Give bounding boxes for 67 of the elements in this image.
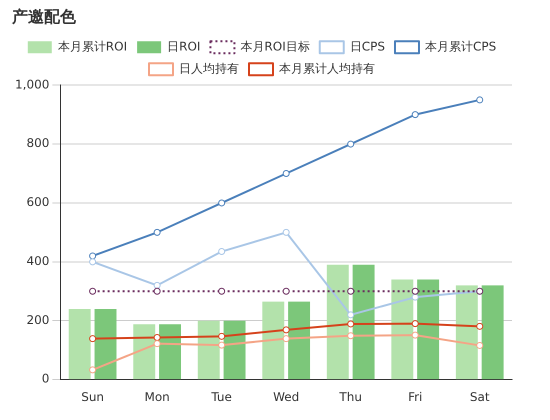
bar — [391, 280, 414, 380]
point — [218, 248, 226, 256]
bar — [94, 308, 116, 380]
legend-label: 本月累计CPS — [424, 39, 496, 54]
point — [218, 342, 226, 349]
point — [282, 335, 290, 342]
point — [89, 258, 96, 266]
legend-label: 本月累计ROI — [58, 39, 128, 54]
point — [412, 332, 419, 339]
x-tick-label: Thu — [338, 390, 362, 404]
y-tick-label: 400 — [26, 254, 50, 268]
point — [412, 111, 419, 118]
x-tick-label: Mon — [144, 390, 170, 404]
legend-label: 日ROI — [167, 39, 200, 54]
y-tick-label: 0 — [42, 372, 50, 386]
bar — [482, 285, 504, 380]
point — [154, 288, 161, 295]
bar — [159, 324, 182, 380]
point — [347, 288, 354, 295]
point — [154, 282, 161, 289]
point — [282, 170, 290, 178]
bar — [224, 320, 246, 380]
y-tick-label: 600 — [26, 195, 50, 210]
point — [476, 96, 484, 104]
x-tick-label: Sun — [81, 390, 104, 404]
point — [154, 228, 161, 236]
point — [347, 140, 354, 148]
point — [282, 288, 290, 295]
point — [347, 332, 354, 340]
point — [412, 288, 419, 295]
point — [476, 342, 484, 349]
bar — [288, 302, 310, 380]
y-tick-label: 800 — [26, 136, 50, 150]
point — [89, 252, 96, 260]
bar — [262, 302, 284, 380]
bar — [326, 264, 349, 380]
point — [218, 332, 226, 340]
point — [412, 320, 419, 328]
bar — [198, 320, 220, 380]
bar — [68, 308, 91, 380]
point — [154, 334, 161, 341]
bar — [456, 285, 478, 380]
point — [412, 294, 419, 301]
bar — [352, 264, 375, 380]
point — [218, 199, 226, 206]
point — [476, 322, 484, 330]
legend-label: 日CPS — [350, 39, 385, 54]
point — [347, 320, 354, 328]
point — [89, 288, 96, 295]
legend-label: 本月ROI目标 — [240, 39, 310, 54]
point — [89, 335, 96, 342]
y-tick-label: 200 — [26, 312, 50, 327]
point — [282, 326, 290, 334]
legend-label: 本月累计人均持有 — [279, 61, 375, 76]
point — [347, 311, 354, 318]
x-tick-label: Tue — [210, 390, 232, 404]
x-tick-label: Fri — [408, 390, 422, 404]
x-tick-label: Sat — [470, 390, 490, 404]
legend-label: 日人均持有 — [179, 61, 239, 76]
point — [218, 288, 226, 295]
x-tick-label: Wed — [273, 390, 300, 404]
bar — [417, 280, 440, 380]
point — [154, 340, 161, 348]
chart-title: 产邀配色 — [11, 6, 77, 26]
point — [282, 228, 290, 236]
point — [89, 366, 96, 374]
y-tick-label: 1,000 — [14, 77, 50, 92]
